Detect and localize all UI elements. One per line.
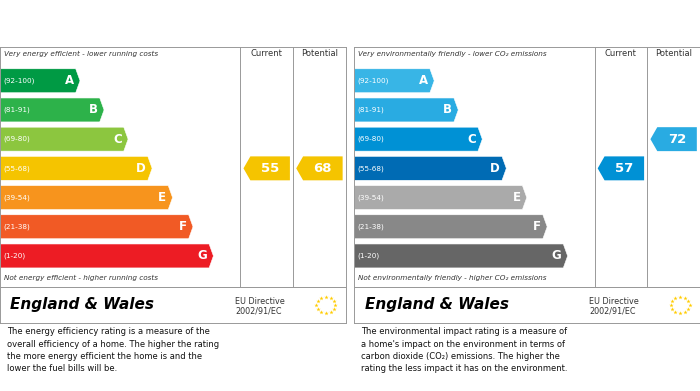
Text: Not environmentally friendly - higher CO₂ emissions: Not environmentally friendly - higher CO… [358,275,546,281]
Text: C: C [113,133,122,146]
Text: (1-20): (1-20) [357,253,379,259]
Text: EU Directive: EU Directive [589,297,639,306]
Text: E: E [512,191,521,204]
Text: A: A [64,74,74,87]
Text: D: D [136,162,146,175]
Polygon shape [650,127,696,151]
Text: Energy Efficiency Rating: Energy Efficiency Rating [10,17,173,30]
Polygon shape [0,98,104,122]
Text: The energy efficiency rating is a measure of the
overall efficiency of a home. T: The energy efficiency rating is a measur… [7,327,219,373]
Text: Potential: Potential [655,49,692,58]
Text: A: A [419,74,428,87]
Text: B: B [89,104,98,117]
Text: G: G [197,249,207,262]
Text: (55-68): (55-68) [3,165,29,172]
Polygon shape [0,215,193,239]
Polygon shape [0,186,173,210]
Polygon shape [296,156,342,180]
Text: 72: 72 [668,133,686,146]
Polygon shape [598,156,644,180]
Text: E: E [158,191,167,204]
Text: 57: 57 [615,162,634,175]
Text: (81-91): (81-91) [3,107,29,113]
Text: England & Wales: England & Wales [365,298,509,312]
Text: (1-20): (1-20) [3,253,25,259]
Text: (21-38): (21-38) [357,224,384,230]
Polygon shape [244,156,290,180]
Text: Current: Current [251,49,283,58]
Polygon shape [354,156,506,180]
Text: (92-100): (92-100) [3,77,34,84]
Polygon shape [0,127,128,151]
Text: Potential: Potential [301,49,338,58]
Text: (92-100): (92-100) [357,77,388,84]
Text: B: B [443,104,452,117]
Text: (55-68): (55-68) [357,165,384,172]
Text: Very environmentally friendly - lower CO₂ emissions: Very environmentally friendly - lower CO… [358,50,547,57]
Polygon shape [354,127,482,151]
Text: (21-38): (21-38) [3,224,29,230]
Text: Current: Current [605,49,637,58]
Text: Very energy efficient - lower running costs: Very energy efficient - lower running co… [4,50,158,57]
Text: EU Directive: EU Directive [235,297,285,306]
Text: G: G [552,249,561,262]
Text: 55: 55 [261,162,279,175]
Text: 68: 68 [314,162,332,175]
Text: 2002/91/EC: 2002/91/EC [235,307,281,316]
Polygon shape [354,98,458,122]
Text: F: F [178,220,187,233]
Text: The environmental impact rating is a measure of
a home's impact on the environme: The environmental impact rating is a mea… [361,327,568,373]
Text: 2002/91/EC: 2002/91/EC [589,307,636,316]
Text: D: D [490,162,500,175]
Text: F: F [533,220,541,233]
Text: C: C [468,133,476,146]
Text: Environmental Impact (CO₂) Rating: Environmental Impact (CO₂) Rating [365,17,597,30]
Text: (69-80): (69-80) [357,136,384,142]
Polygon shape [354,69,434,93]
Polygon shape [354,186,527,210]
Polygon shape [0,156,152,180]
Text: (39-54): (39-54) [357,194,384,201]
Text: England & Wales: England & Wales [10,298,155,312]
Text: (39-54): (39-54) [3,194,29,201]
Polygon shape [354,215,547,239]
Polygon shape [0,69,80,93]
Polygon shape [354,244,568,268]
Text: (69-80): (69-80) [3,136,29,142]
Text: (81-91): (81-91) [357,107,384,113]
Polygon shape [0,244,214,268]
Text: Not energy efficient - higher running costs: Not energy efficient - higher running co… [4,275,158,281]
